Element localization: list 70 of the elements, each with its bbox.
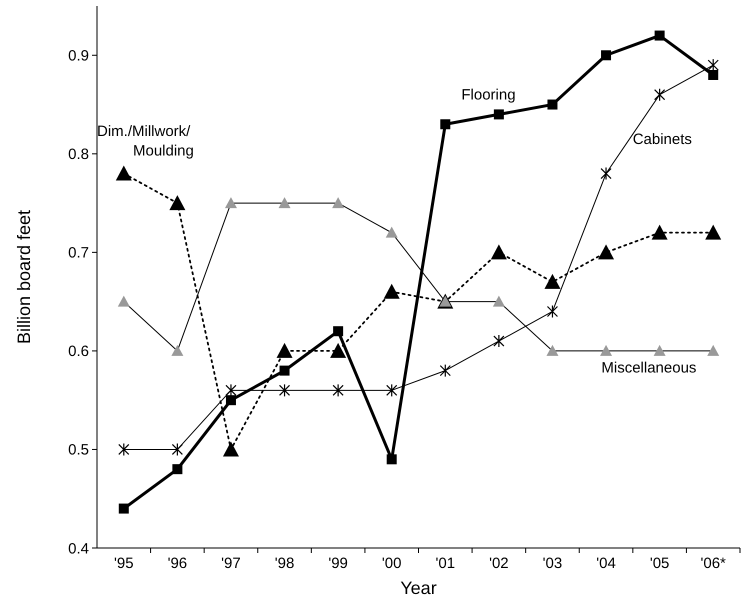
- point: [224, 197, 237, 208]
- point: [278, 384, 290, 397]
- y-tick-label: 0.7: [68, 244, 89, 262]
- point: [652, 224, 668, 240]
- point: [171, 344, 184, 356]
- point: [386, 384, 398, 397]
- point: [332, 384, 344, 397]
- point: [493, 334, 504, 348]
- series-label: Dim./Millwork/ Moulding: [97, 123, 194, 160]
- point: [278, 197, 291, 208]
- y-tick-label: 0.5: [68, 442, 89, 459]
- point: [172, 442, 183, 456]
- series-label: Cabinets: [632, 130, 692, 148]
- y-tick-label: 0.9: [68, 48, 89, 65]
- x-tick-label: '04: [596, 555, 616, 572]
- point: [276, 342, 293, 358]
- point: [226, 395, 236, 406]
- point: [384, 284, 400, 299]
- point: [601, 50, 612, 60]
- y-tick-label: 0.6: [68, 343, 89, 360]
- x-tick-label: '00: [382, 555, 402, 572]
- point: [440, 119, 450, 130]
- x-tick-label: '96: [168, 555, 188, 572]
- point: [546, 304, 558, 318]
- point: [116, 166, 132, 181]
- x-tick-label: '99: [328, 555, 348, 572]
- y-tick-label: 0.4: [68, 540, 89, 558]
- series-label: Miscellaneous: [601, 360, 696, 377]
- point: [547, 100, 558, 110]
- x-tick-label: '97: [221, 555, 241, 572]
- x-tick-label: '95: [114, 555, 134, 572]
- point: [708, 58, 719, 72]
- point: [118, 296, 130, 307]
- point: [494, 109, 504, 120]
- series-label: Flooring: [461, 86, 516, 104]
- point: [600, 166, 612, 180]
- point: [490, 244, 507, 260]
- point: [330, 342, 346, 358]
- point: [654, 88, 666, 102]
- point: [654, 30, 665, 41]
- x-tick-label: '03: [542, 555, 562, 572]
- point: [118, 504, 129, 514]
- x-tick-label: '02: [489, 555, 509, 572]
- point: [386, 454, 397, 464]
- point: [169, 195, 186, 210]
- x-tick-label: '98: [274, 555, 294, 572]
- point: [492, 296, 505, 307]
- point: [280, 366, 290, 376]
- point: [600, 344, 612, 356]
- point: [118, 442, 130, 456]
- point: [386, 226, 398, 238]
- y-axis-title: Billion board feet: [14, 210, 34, 344]
- y-tick-label: 0.8: [68, 146, 89, 164]
- x-tick-label: '01: [436, 555, 456, 572]
- point: [333, 326, 344, 336]
- point: [225, 384, 237, 397]
- x-tick-label: '05: [650, 555, 670, 572]
- point: [708, 70, 718, 80]
- point: [654, 344, 666, 356]
- x-tick-label: '06*: [700, 555, 726, 572]
- point: [707, 344, 720, 356]
- point: [546, 344, 558, 356]
- point: [544, 274, 560, 289]
- point: [598, 244, 614, 260]
- x-axis-title: Year: [400, 578, 437, 598]
- point: [172, 464, 182, 474]
- point: [222, 441, 239, 456]
- point: [705, 224, 722, 240]
- point: [332, 197, 344, 208]
- point: [440, 364, 451, 378]
